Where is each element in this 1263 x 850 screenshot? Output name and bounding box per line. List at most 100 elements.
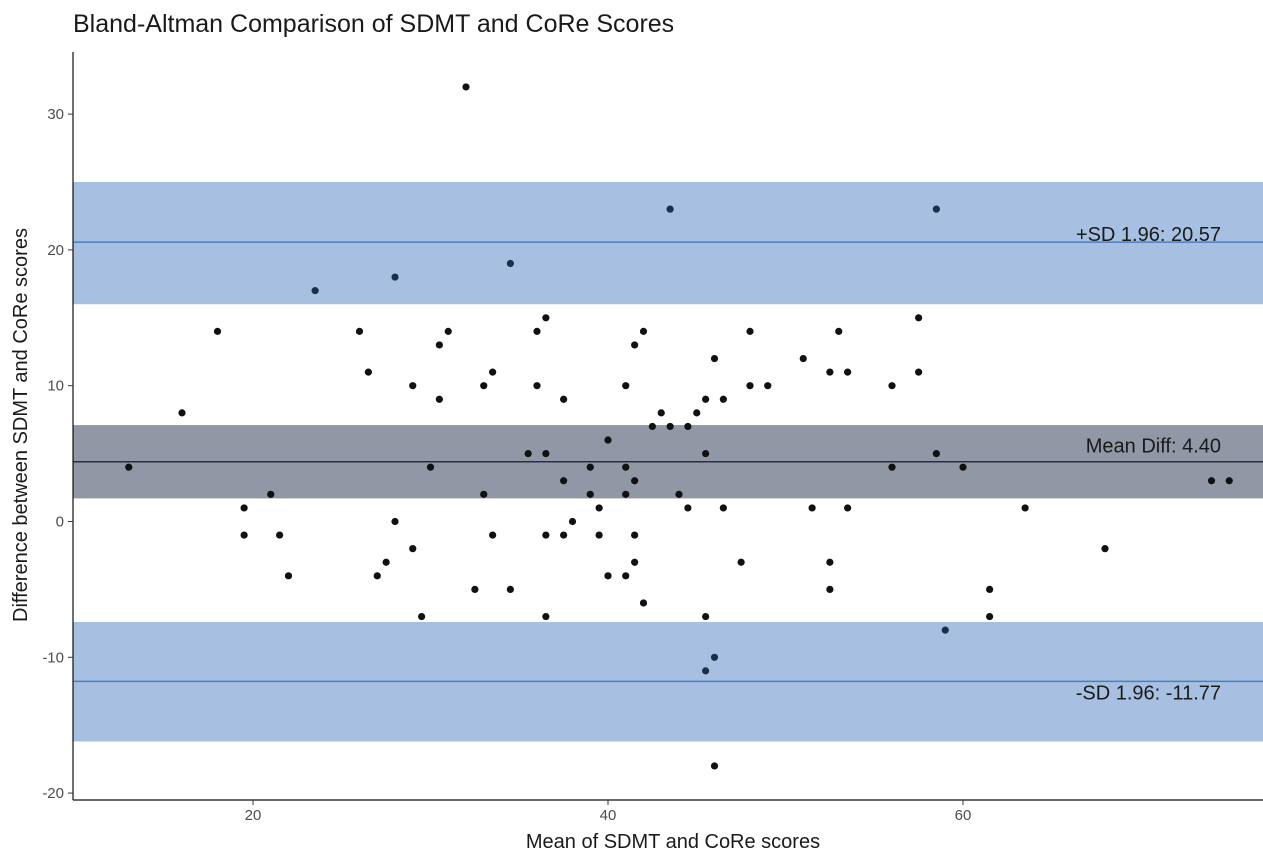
y-tick-label: 10 xyxy=(47,378,64,395)
data-point xyxy=(604,572,612,580)
x-tick-label: 20 xyxy=(245,807,262,824)
data-point xyxy=(595,531,603,539)
data-point xyxy=(355,327,364,335)
reference-label-upper-loa: +SD 1.96: 20.57 xyxy=(1076,224,1221,246)
data-point xyxy=(506,585,514,594)
data-point xyxy=(702,450,710,458)
reference-label-mean-diff: Mean Diff: 4.40 xyxy=(1086,436,1221,458)
y-tick-label: -20 xyxy=(42,785,64,802)
data-point xyxy=(986,612,994,621)
data-point xyxy=(622,490,630,498)
data-point xyxy=(702,395,710,403)
data-point xyxy=(986,585,994,594)
data-point xyxy=(1225,477,1233,485)
data-point xyxy=(240,531,248,539)
reference-label-lower-loa: -SD 1.96: -11.77 xyxy=(1076,682,1221,704)
data-point xyxy=(941,626,949,634)
y-tick-label: -10 xyxy=(42,649,64,666)
x-tick-label: 60 xyxy=(955,807,972,824)
data-point xyxy=(240,504,248,512)
y-tick-label: 0 xyxy=(56,514,64,531)
data-point xyxy=(710,762,719,770)
data-point xyxy=(373,572,381,580)
data-point xyxy=(284,572,293,580)
data-point xyxy=(932,205,940,213)
data-point xyxy=(311,287,319,295)
x-tick-label: 40 xyxy=(600,807,617,824)
data-point xyxy=(480,490,488,498)
data-point xyxy=(489,531,497,539)
data-point xyxy=(702,612,710,621)
data-point xyxy=(746,382,754,390)
data-point xyxy=(746,327,754,335)
data-point xyxy=(639,599,648,607)
data-point xyxy=(737,558,745,566)
data-point xyxy=(799,354,807,363)
data-point xyxy=(702,667,710,675)
data-point xyxy=(267,490,275,498)
data-point xyxy=(710,653,719,661)
data-point xyxy=(586,463,594,471)
data-point xyxy=(542,314,550,322)
data-point xyxy=(666,422,674,431)
data-point xyxy=(542,450,550,458)
data-point xyxy=(693,409,701,417)
data-point xyxy=(471,585,479,594)
data-point xyxy=(684,504,692,512)
data-point xyxy=(675,490,683,498)
y-tick-label: 30 xyxy=(47,106,64,123)
data-point xyxy=(409,545,417,553)
data-point xyxy=(835,327,843,335)
data-point xyxy=(560,395,568,403)
data-point xyxy=(631,477,639,485)
y-axis-title: Difference between SDMT and CoRe scores xyxy=(10,228,32,622)
data-point xyxy=(213,327,222,335)
data-point xyxy=(595,504,603,512)
data-point xyxy=(631,558,639,566)
data-point xyxy=(586,490,594,498)
data-point xyxy=(391,517,399,526)
data-point xyxy=(888,382,896,390)
data-point xyxy=(1101,545,1109,553)
data-point xyxy=(533,382,541,390)
data-point xyxy=(418,612,426,621)
data-point xyxy=(666,205,674,213)
data-point xyxy=(542,531,550,539)
data-point xyxy=(364,368,372,376)
data-point xyxy=(489,368,497,376)
axes-layer: -20 -10 0 10 20 30 20 40 60 xyxy=(42,52,1263,824)
data-point xyxy=(125,463,133,471)
data-point xyxy=(462,83,470,91)
data-point xyxy=(435,341,443,349)
data-point xyxy=(639,327,648,335)
data-point xyxy=(435,395,443,403)
data-point xyxy=(1207,477,1216,485)
data-point xyxy=(915,314,923,322)
data-point xyxy=(888,463,896,471)
data-point xyxy=(710,354,719,363)
reference-label-layer: +SD 1.96: 20.57 Mean Diff: 4.40 -SD 1.96: … xyxy=(1076,224,1221,704)
data-point xyxy=(276,531,284,539)
data-point xyxy=(657,409,665,417)
band-upper xyxy=(73,182,1263,305)
data-point xyxy=(568,517,577,526)
data-point xyxy=(409,382,417,390)
data-point xyxy=(844,504,852,512)
data-point xyxy=(826,558,834,566)
data-point xyxy=(560,531,568,539)
data-point xyxy=(826,368,834,376)
data-point xyxy=(426,463,435,471)
data-point xyxy=(542,612,550,621)
data-point xyxy=(631,341,639,349)
data-point xyxy=(506,259,514,268)
y-tick-label: 20 xyxy=(47,242,64,259)
x-axis-title: Mean of SDMT and CoRe scores xyxy=(526,831,820,850)
data-point xyxy=(959,463,967,471)
data-point xyxy=(382,558,390,566)
chart-title: Bland-Altman Comparison of SDMT and CoRe… xyxy=(73,10,675,38)
data-point xyxy=(719,504,727,512)
data-point xyxy=(560,477,568,485)
data-point xyxy=(622,463,630,471)
data-point xyxy=(915,368,923,376)
